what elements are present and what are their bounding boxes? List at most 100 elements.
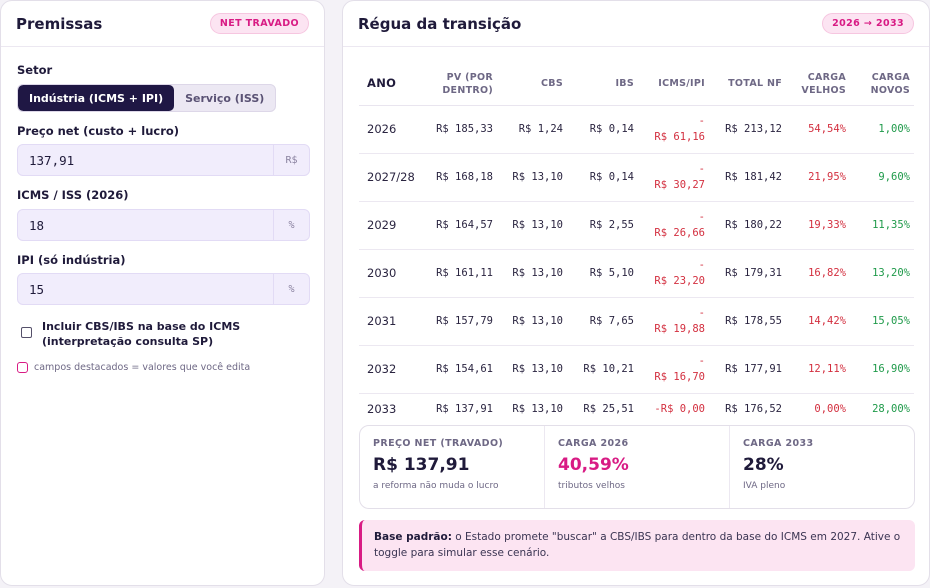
preco-field: R$ xyxy=(17,144,310,176)
col-icms-ipi: ICMS/IPI xyxy=(638,63,709,106)
icms-value: -R$ 0,00 xyxy=(654,403,705,416)
icms-value: R$ 19,88 xyxy=(654,323,705,335)
cell-ibs: R$ 0,14 xyxy=(567,153,638,202)
cell-pv: R$ 185,33 xyxy=(421,105,497,154)
cell-cbs: R$ 13,10 xyxy=(497,153,567,202)
table-row: 2032 R$ 154,61 R$ 13,10 R$ 10,21 - R$ 16,70 R$… xyxy=(359,345,914,394)
cell-carga-velhos: 0,00% xyxy=(814,403,846,416)
cell-total-nf: R$ 181,42 xyxy=(709,153,786,202)
summary-value: 28% xyxy=(743,455,784,475)
cell-cbs: R$ 13,10 xyxy=(512,403,563,416)
regua-title: Régua da transição xyxy=(358,14,522,33)
cell-ano: 2032 xyxy=(359,345,421,394)
preco-input[interactable] xyxy=(18,145,273,175)
cell-icms-ipi: -R$ 0,00 xyxy=(638,393,709,425)
ipi-label: IPI (só indústria) xyxy=(17,253,126,267)
cell-cbs: R$ 13,10 xyxy=(497,249,567,298)
cell-ibs: R$ 0,14 xyxy=(567,105,638,154)
preco-label: Preço net (custo + lucro) xyxy=(17,124,180,138)
ipi-input[interactable] xyxy=(18,274,273,304)
cbs-ibs-checkbox-label: Incluir CBS/IBS na base do ICMS (interpr… xyxy=(42,320,241,348)
cbs-ibs-checkbox[interactable] xyxy=(21,327,32,338)
cell-carga-novos: 28,00% xyxy=(872,403,910,416)
col-cbs: CBS xyxy=(497,63,567,106)
cell-carga-novos: 16,90% xyxy=(850,345,914,394)
cell-total-nf: R$ 176,52 xyxy=(725,403,782,416)
premissas-header: Premissas NET TRAVADO xyxy=(1,1,324,47)
cell-pv: R$ 154,61 xyxy=(421,345,497,394)
summary-sub: IVA pleno xyxy=(743,481,786,491)
summary-preco-net: PREÇO NET (TRAVADO) R$ 137,91 a reforma … xyxy=(360,426,545,508)
col-ibs: IBS xyxy=(567,63,638,106)
cell-pv: R$ 137,91 xyxy=(436,403,493,416)
cell-carga-velhos: 12,11% xyxy=(786,345,850,394)
cell-ibs: R$ 25,51 xyxy=(583,403,634,416)
cell-cbs: R$ 13,10 xyxy=(497,345,567,394)
ipi-unit: % xyxy=(273,274,309,304)
editable-swatch-icon xyxy=(17,362,28,373)
cell-carga-velhos: 14,42% xyxy=(786,297,850,346)
cell-carga-novos: 15,05% xyxy=(850,297,914,346)
ipi-field: % xyxy=(17,273,310,305)
cell-carga-velhos: 54,54% xyxy=(786,105,850,154)
icms-value: R$ 23,20 xyxy=(654,275,705,287)
table-row: 2026 R$ 185,33 R$ 1,24 R$ 0,14 - R$ 61,16 R$ 2… xyxy=(359,105,914,154)
period-badge: 2026 → 2033 xyxy=(822,13,914,34)
cell-ano: 2026 xyxy=(359,105,421,154)
cell-pv: R$ 161,11 xyxy=(421,249,497,298)
col-ano: ANO xyxy=(359,63,421,106)
preco-unit: R$ xyxy=(273,145,309,175)
cell-icms-ipi: - R$ 23,20 xyxy=(638,249,709,298)
cell-ibs: R$ 7,65 xyxy=(567,297,638,346)
cell-total-nf: R$ 180,22 xyxy=(709,201,786,250)
summary-sub: a reforma não muda o lucro xyxy=(373,481,499,491)
setor-label: Setor xyxy=(17,63,53,77)
cell-cbs: R$ 13,10 xyxy=(497,297,567,346)
table-row: 2033 R$ 137,91 R$ 13,10 R$ 25,51 -R$ 0,00 R$ … xyxy=(359,393,914,425)
base-padrao-note: Base padrão: o Estado promete "buscar" a… xyxy=(359,520,915,571)
cell-carga-velhos: 16,82% xyxy=(786,249,850,298)
cell-cbs: R$ 1,24 xyxy=(497,105,567,154)
cell-total-nf: R$ 213,12 xyxy=(709,105,786,154)
icms-sign: - xyxy=(698,307,705,319)
setor-servico-button[interactable]: Serviço (ISS) xyxy=(185,91,265,105)
cell-icms-ipi: - R$ 30,27 xyxy=(638,153,709,202)
cell-carga-novos: 9,60% xyxy=(850,153,914,202)
cell-pv: R$ 164,57 xyxy=(421,201,497,250)
cell-ibs: R$ 2,55 xyxy=(567,201,638,250)
cell-ano: 2029 xyxy=(359,201,421,250)
summary-carga-2026: CARGA 2026 40,59% tributos velhos xyxy=(545,426,730,508)
icms-sign: - xyxy=(698,115,705,127)
regua-panel: Régua da transição 2026 → 2033 ANO PV (P… xyxy=(342,0,930,586)
setor-industria-button[interactable]: Indústria (ICMS + IPI) xyxy=(18,85,175,111)
cell-ano: 2033 xyxy=(367,402,397,417)
summary-strip: PREÇO NET (TRAVADO) R$ 137,91 a reforma … xyxy=(359,425,915,509)
editable-legend: campos destacados = valores que você edi… xyxy=(17,362,250,373)
cell-pv: R$ 168,18 xyxy=(421,153,497,202)
cell-cbs: R$ 13,10 xyxy=(497,201,567,250)
icms-sign: - xyxy=(698,355,705,367)
col-carga-novos: CARGA NOVOS xyxy=(850,63,914,106)
cell-icms-ipi: - R$ 16,70 xyxy=(638,345,709,394)
table-row: 2030 R$ 161,11 R$ 13,10 R$ 5,10 - R$ 23,20 R$ … xyxy=(359,249,914,298)
transition-table: ANO PV (POR DENTRO) CBS IBS ICMS/IPI TOT… xyxy=(359,63,914,425)
setor-toggle: Indústria (ICMS + IPI) Serviço (ISS) xyxy=(17,84,277,112)
table-row: 2029 R$ 164,57 R$ 13,10 R$ 2,55 - R$ 26,66 R$ … xyxy=(359,201,914,250)
icms-input[interactable] xyxy=(18,210,273,240)
icms-value: R$ 61,16 xyxy=(654,131,705,143)
regua-header: Régua da transição 2026 → 2033 xyxy=(343,1,929,47)
summary-value: 40,59% xyxy=(558,455,629,475)
net-travado-badge: NET TRAVADO xyxy=(209,13,309,34)
editable-legend-text: campos destacados = valores que você edi… xyxy=(34,362,251,373)
icms-value: R$ 30,27 xyxy=(654,179,705,191)
icms-field: % xyxy=(17,209,310,241)
cell-carga-novos: 13,20% xyxy=(850,249,914,298)
cbs-ibs-base-toggle[interactable]: Incluir CBS/IBS na base do ICMS (interpr… xyxy=(21,319,262,349)
summary-label: CARGA 2026 xyxy=(558,438,629,449)
table-row: 2027/28 R$ 168,18 R$ 13,10 R$ 0,14 - R$ 30,27… xyxy=(359,153,914,202)
cell-ano: 2030 xyxy=(359,249,421,298)
note-text: o Estado promete "buscar" a CBS/IBS para… xyxy=(374,531,901,559)
cell-carga-novos: 1,00% xyxy=(850,105,914,154)
cell-ano: 2031 xyxy=(359,297,421,346)
table-row: 2031 R$ 157,79 R$ 13,10 R$ 7,65 - R$ 19,88 R$ … xyxy=(359,297,914,346)
